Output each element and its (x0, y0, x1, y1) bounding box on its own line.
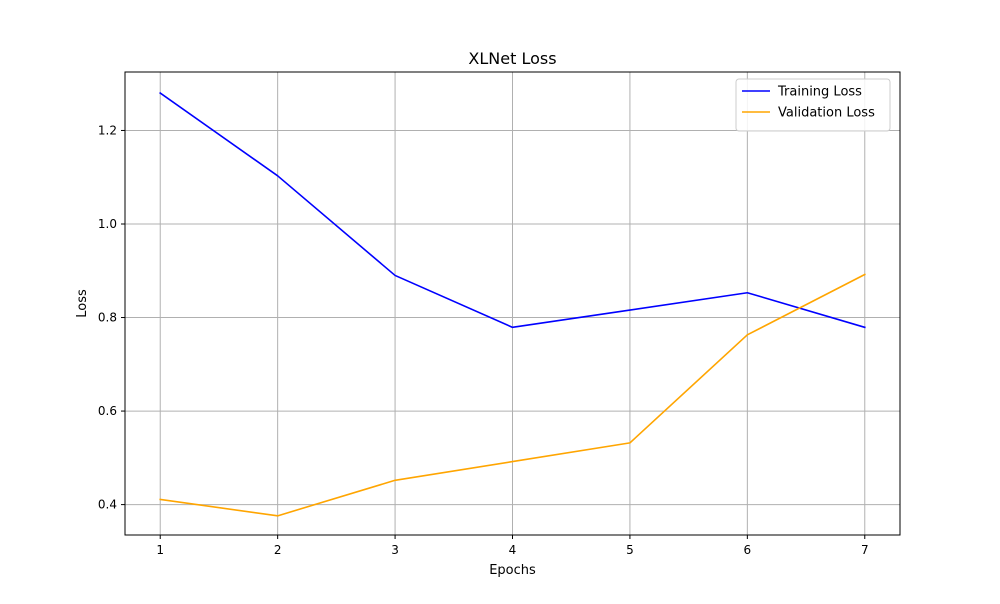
legend: Training Loss Validation Loss (735, 78, 891, 132)
chart-title: XLNet Loss (468, 49, 556, 68)
x-tick-label: 4 (509, 543, 517, 557)
x-tick-label: 1 (156, 543, 164, 557)
series-line-validation-loss (159, 273, 866, 517)
y-tick-label: 0.4 (98, 498, 117, 512)
x-tick-label: 6 (744, 543, 752, 557)
legend-box (735, 78, 891, 132)
x-tick-label: 7 (861, 543, 869, 557)
x-axis-label: Epochs (489, 563, 536, 578)
ticks: 1 2 3 4 5 6 7 0.4 0.6 0.8 1.0 1.2 (98, 123, 869, 557)
y-tick-label: 0.8 (98, 311, 117, 325)
y-tick-label: 1.2 (98, 123, 117, 137)
series-layer (159, 91, 866, 517)
grid (125, 72, 900, 535)
y-axis-label: Loss (75, 289, 90, 318)
legend-label: Validation Loss (778, 106, 875, 121)
series-line-training-loss (159, 91, 866, 329)
x-tick-label: 5 (626, 543, 634, 557)
y-tick-label: 1.0 (98, 217, 117, 231)
y-tick-label: 0.6 (98, 404, 117, 418)
x-tick-label: 3 (391, 543, 399, 557)
legend-label: Training Loss (777, 85, 862, 100)
x-tick-label: 2 (274, 543, 282, 557)
